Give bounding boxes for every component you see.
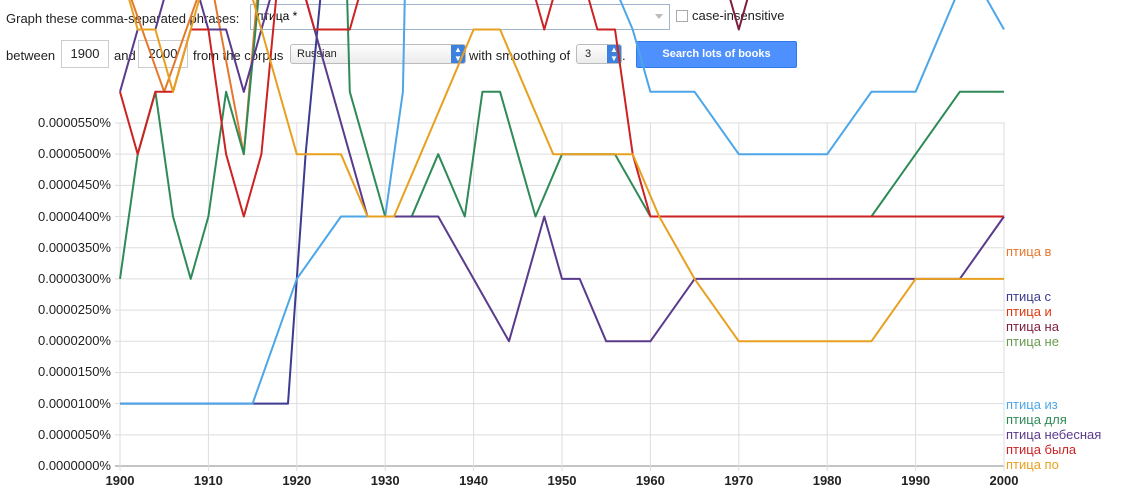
x-tick-label: 1940 — [459, 473, 489, 488]
series-line-птица-была[interactable] — [119, 0, 1004, 218]
legend-entry[interactable]: птица по — [1006, 457, 1059, 472]
case-insensitive-label: case-insensitive — [692, 8, 785, 23]
smoothing-label: with smoothing of — [469, 48, 571, 63]
y-tick-label: 0.0000300% — [37, 270, 111, 286]
legend-entry[interactable]: птица с — [1006, 289, 1052, 304]
series-line-птица-на[interactable] — [120, 0, 1004, 31]
smoothing-select[interactable]: 3 ▲ ▼ — [576, 44, 622, 64]
x-tick-label: 2000 — [989, 473, 1019, 488]
period-text: . — [622, 48, 626, 63]
series-line-птица-из[interactable] — [120, 0, 1005, 405]
x-tick-label: 1980 — [812, 473, 842, 488]
legend-entry[interactable]: птица была — [1006, 442, 1077, 457]
x-tick-label: 1950 — [547, 473, 577, 488]
search-button[interactable]: Search lots of books — [636, 41, 797, 68]
y-tick-label: 0.0000500% — [37, 146, 111, 162]
y-tick-label: 0.0000200% — [37, 333, 111, 349]
y-tick-label: 0.0000050% — [37, 426, 111, 442]
y-tick-label: 0.0000550% — [37, 115, 111, 130]
case-insensitive-checkbox[interactable] — [676, 10, 688, 22]
y-tick-label: 0.0000450% — [37, 177, 111, 193]
y-tick-label: 0.0000150% — [37, 364, 111, 380]
legend-entry[interactable]: птица из — [1006, 397, 1058, 412]
start-year-input[interactable]: 1900 — [61, 40, 109, 68]
x-tick-label: 1970 — [724, 473, 754, 488]
corpus-select[interactable]: Russian ▲ ▼ — [290, 44, 466, 64]
y-tick-label: 0.0000250% — [37, 302, 111, 318]
y-tick-label: 0.0000400% — [37, 208, 111, 224]
legend-entry[interactable]: птица в — [1006, 244, 1052, 259]
query-row: Graph these comma-separated phrases: — [6, 6, 239, 30]
y-tick-label: 0.0000000% — [37, 458, 111, 473]
x-tick-label: 1930 — [370, 473, 400, 488]
corpus-label: from the corpus — [193, 48, 284, 63]
legend-entry[interactable]: птица и — [1006, 304, 1052, 319]
x-tick-label: 1910 — [193, 473, 223, 488]
series-line-птица-небесная[interactable] — [119, 0, 1005, 343]
x-tick-label: 1920 — [282, 473, 312, 488]
legend-entry[interactable]: птица небесная — [1006, 427, 1102, 442]
legend-entry[interactable]: птица не — [1006, 334, 1059, 349]
corpus-select-value: Russian — [297, 48, 337, 60]
legend-entry[interactable]: птица на — [1006, 319, 1059, 334]
graph-phrases-label: Graph these comma-separated phrases: — [6, 10, 240, 26]
y-tick-label: 0.0000350% — [37, 239, 111, 255]
x-tick-label: 1990 — [901, 473, 931, 488]
chevron-down-icon[interactable] — [655, 14, 663, 19]
legend-entry[interactable]: птица для — [1006, 412, 1067, 427]
smoothing-select-value: 3 — [585, 48, 592, 60]
between-label: between — [6, 48, 56, 63]
x-tick-label: 1960 — [635, 473, 665, 488]
y-tick-label: 0.0000100% — [37, 395, 111, 411]
x-tick-label: 1900 — [105, 473, 135, 488]
series-line-птица-по[interactable] — [120, 0, 1004, 343]
